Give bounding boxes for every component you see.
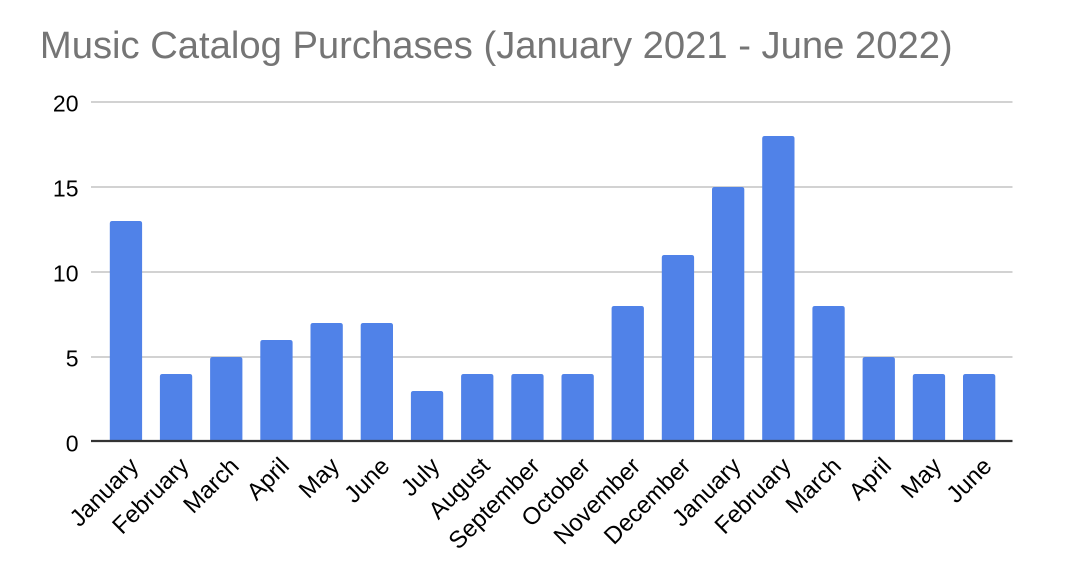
svg-text:15: 15 (53, 176, 79, 202)
svg-text:0: 0 (66, 431, 79, 457)
svg-text:10: 10 (53, 261, 79, 287)
svg-text:Music Catalog Purchases (Janua: Music Catalog Purchases (January 2021 - … (40, 24, 953, 67)
svg-text:20: 20 (53, 91, 79, 117)
svg-text:5: 5 (66, 346, 79, 372)
